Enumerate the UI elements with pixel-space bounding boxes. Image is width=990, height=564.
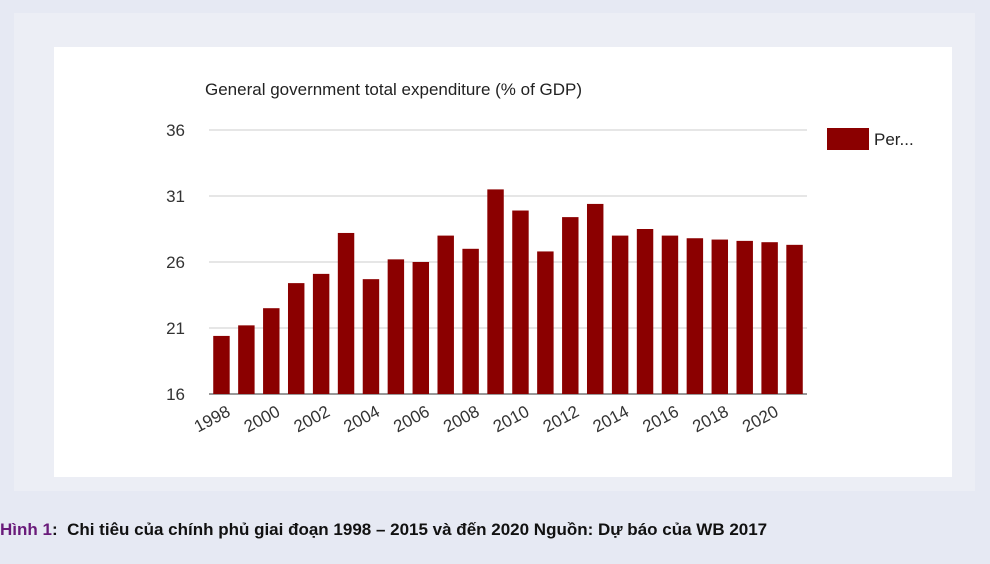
x-axis-tick-labels: 1998 2000 2002 2004 2006 2008 2010 2012 2014 2016… (191, 402, 781, 437)
bar-2019 (736, 240, 753, 394)
bar-2001 (287, 283, 305, 394)
figure-panel: General government total expenditure (% … (14, 13, 975, 491)
y-tick-label: 16 (166, 385, 185, 404)
x-tick-label: 1998 (191, 402, 233, 437)
bar-2021 (786, 244, 803, 394)
bar-2018 (711, 239, 729, 394)
bar-2012 (562, 217, 579, 394)
y-axis-tick-labels: 16 21 26 31 36 (166, 121, 185, 404)
x-tick-label: 2018 (689, 402, 731, 437)
bar-2000 (263, 308, 280, 394)
bar-2009 (487, 189, 504, 394)
bar-2017 (686, 238, 704, 394)
legend-swatch (827, 128, 869, 150)
x-tick-label: 2008 (440, 402, 482, 437)
bar-2013 (586, 203, 604, 394)
bar-2010 (512, 210, 529, 394)
y-tick-label: 26 (166, 253, 185, 272)
bar-2005 (387, 259, 405, 394)
gridlines (209, 129, 807, 395)
x-tick-label: 2014 (590, 402, 632, 437)
chart-title: General government total expenditure (% … (205, 80, 582, 99)
y-tick-label: 31 (166, 187, 185, 206)
bar-2002 (312, 273, 330, 394)
bar-1998 (213, 335, 230, 394)
figure-caption: Hình 1: Chi tiêu của chính phủ giai đoạn… (0, 520, 990, 544)
x-tick-label: 2002 (291, 402, 333, 437)
bar-2004 (362, 279, 380, 394)
bar-2007 (437, 235, 454, 394)
bar-2006 (412, 262, 430, 394)
x-tick-label: 2010 (490, 402, 532, 437)
legend-label: Per... (874, 130, 914, 149)
bar-2020 (761, 242, 778, 394)
caption-text: Chi tiêu của chính phủ giai đoạn 1998 – … (67, 520, 768, 539)
caption-label: Hình 1 (0, 520, 52, 539)
x-tick-label: 2012 (540, 402, 582, 437)
bar-2015 (636, 229, 654, 394)
x-tick-label: 2020 (739, 402, 781, 437)
x-tick-label: 2000 (241, 402, 283, 437)
x-tick-label: 2006 (390, 402, 432, 437)
bar-1999 (238, 325, 255, 394)
caption-separator: : (51, 520, 58, 539)
x-tick-label: 2004 (341, 402, 383, 437)
legend: Per... (827, 128, 914, 150)
y-tick-label: 21 (166, 319, 185, 338)
bar-2014 (611, 235, 629, 394)
bar-series (213, 189, 803, 394)
x-tick-label: 2016 (640, 402, 682, 437)
bar-2003 (337, 232, 355, 394)
y-tick-label: 36 (166, 121, 185, 140)
chart-card: General government total expenditure (% … (54, 47, 952, 477)
bar-2016 (661, 235, 679, 394)
expenditure-bar-chart: General government total expenditure (% … (166, 80, 914, 437)
bar-2008 (462, 248, 479, 394)
bar-2011 (537, 251, 554, 394)
